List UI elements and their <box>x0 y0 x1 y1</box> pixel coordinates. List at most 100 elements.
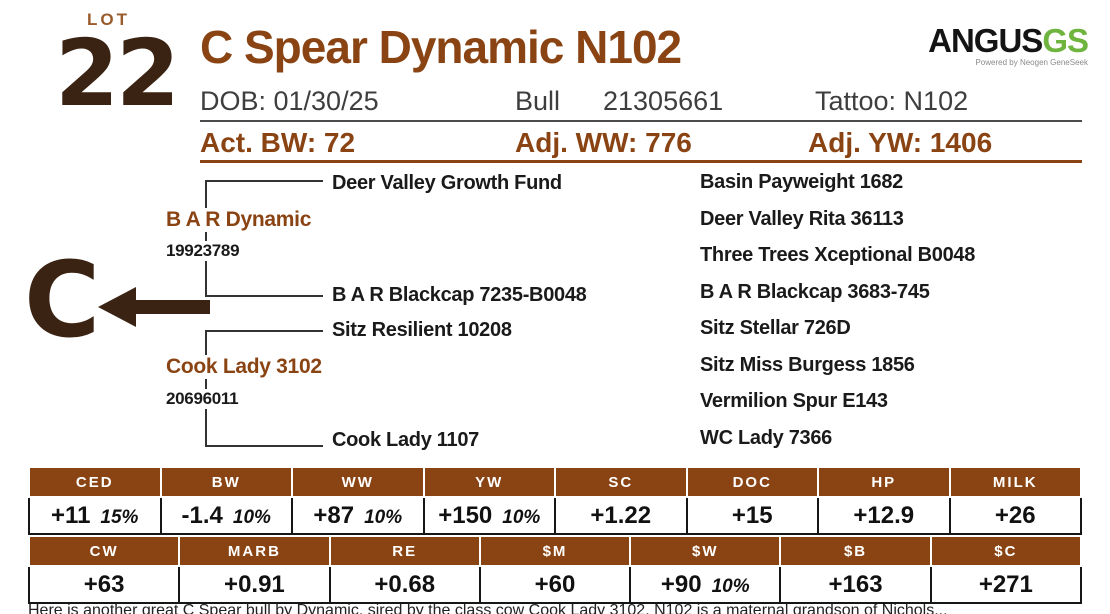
epd-value: +87 <box>313 501 355 529</box>
epd-header-row: CW MARB RE $M $W $B $C <box>27 535 1083 567</box>
epd-header-cell: $C <box>929 535 1083 567</box>
epd-value: +11 <box>51 501 91 529</box>
dam-bracket-vertical-line <box>205 330 207 447</box>
lot-label: LOT <box>87 10 130 29</box>
epd-value-cell: +87 10% <box>291 496 425 535</box>
dam-sire-name: Sitz Resilient 10208 <box>332 319 512 341</box>
epd-value: +90 <box>660 570 702 598</box>
dam-bracket-bottom-line <box>205 445 323 447</box>
sire-bracket-vertical-line <box>205 180 207 297</box>
epd-value: +0.91 <box>224 570 285 598</box>
adjusted-yw: Adj. YW: 1406 <box>808 127 993 158</box>
great-grandparent-name: WC Lady 7366 <box>700 426 833 449</box>
logo-tagline: Powered by Neogen GeneSeek <box>975 58 1088 67</box>
epd-header-cell: SC <box>554 466 688 498</box>
epd-value: -1.4 <box>181 501 223 529</box>
actual-bw: Act. BW: 72 <box>200 127 356 158</box>
epd-header-cell: MARB <box>178 535 331 567</box>
epd-value: +1.22 <box>590 501 652 529</box>
epd-table-row1: CED BW WW YW SC DOC HP MILK +11 15% -1.4 1… <box>28 466 1082 535</box>
epd-header-cell: CED <box>28 466 162 498</box>
epd-value: +12.9 <box>853 501 915 529</box>
sire-bracket-bottom-line <box>205 295 323 297</box>
sire-name: B A R Dynamic <box>166 208 318 232</box>
epd-percentile: 15% <box>100 506 139 528</box>
great-grandparent-name: Basin Payweight 1682 <box>700 171 903 193</box>
sire-sire-name: Deer Valley Growth Fund <box>332 172 562 194</box>
sire-dam-name: B A R Blackcap 7235-B0048 <box>332 284 587 306</box>
divider-brown <box>200 160 1082 163</box>
epd-value-cell: +0.68 <box>328 565 481 604</box>
epd-percentile: 10% <box>711 575 750 597</box>
epd-value-cell: +15 <box>685 496 819 535</box>
epd-value: +15 <box>731 501 773 529</box>
divider-gray <box>200 120 1082 122</box>
epd-value: +271 <box>978 570 1033 598</box>
logo-wordmark: ANGUSGS <box>928 22 1089 60</box>
epd-value: +163 <box>828 570 883 598</box>
epd-value-cell: +11 15% <box>28 496 162 535</box>
epd-header-cell: DOC <box>685 466 819 498</box>
lot-block: LOT 22 <box>55 10 180 127</box>
epd-table-row2: CW MARB RE $M $W $B $C +63 +0.91 +0.68 +… <box>27 535 1083 604</box>
adjusted-ww: Adj. WW: 776 <box>515 127 692 158</box>
dam-name: Cook Lady 3102 <box>166 355 328 379</box>
registration-number: 21305661 <box>603 86 724 116</box>
epd-header-cell: BW <box>159 466 293 498</box>
sex-value: Bull <box>515 86 561 116</box>
dam-bracket-top-line <box>205 330 323 332</box>
left-arrow-icon <box>98 287 210 332</box>
epd-header-cell: $B <box>779 535 932 567</box>
ranch-brand-letter: C <box>24 239 101 361</box>
great-grandparent-name: Three Trees Xceptional B0048 <box>700 244 976 266</box>
epd-header-cell: $M <box>478 535 632 567</box>
sire-registration: 19923789 <box>166 241 246 261</box>
great-grandparent-name: Deer Valley Rita 36113 <box>700 207 904 230</box>
epd-value-cell: +60 <box>478 565 632 604</box>
tattoo-value: Tattoo: N102 <box>815 86 969 116</box>
epd-header-cell: RE <box>328 535 481 567</box>
epd-value-cell: +0.91 <box>178 565 331 604</box>
epd-header-cell: $W <box>629 535 782 567</box>
great-grandparents-column: Basin Payweight 1682 Deer Valley Rita 36… <box>700 172 975 464</box>
great-grandparent-name: Sitz Miss Burgess 1856 <box>700 353 915 376</box>
epd-value: +0.68 <box>374 570 436 598</box>
epd-percentile: 10% <box>502 506 541 528</box>
epd-percentile: 10% <box>232 506 271 528</box>
epd-value-cell: +163 <box>779 565 932 604</box>
dob-value: DOB: 01/30/25 <box>200 86 379 116</box>
dam-dam-name: Cook Lady 1107 <box>332 429 479 451</box>
epd-value-cell: +63 <box>27 565 181 604</box>
epd-value: +63 <box>83 570 125 598</box>
epd-percentile: 10% <box>364 506 403 528</box>
logo-gs-text: GS <box>1042 22 1089 59</box>
epd-value-cell: +1.22 <box>554 496 688 535</box>
footnote-text: Here is another great C Spear bull by Dy… <box>28 602 948 614</box>
epd-value: +150 <box>438 501 493 529</box>
angus-gs-logo: ANGUSGS Powered by Neogen GeneSeek <box>928 22 1089 67</box>
epd-header-cell: HP <box>817 466 951 498</box>
epd-value-cell: +90 10% <box>629 565 782 604</box>
epd-value: +26 <box>994 501 1036 529</box>
epd-value-cell: +12.9 <box>817 496 951 535</box>
great-grandparent-name: B A R Blackcap 3683-745 <box>700 280 930 303</box>
epd-header-cell: CW <box>27 535 181 567</box>
dam-registration: 20696011 <box>166 389 245 409</box>
sire-bracket-top-line <box>205 180 323 182</box>
epd-header-cell: YW <box>422 466 556 498</box>
epd-value-row: +11 15% -1.4 10% +87 10% +150 10% +1.22 +15 … <box>28 496 1082 535</box>
epd-value-row: +63 +0.91 +0.68 +60 +90 10% +163 +271 <box>27 565 1083 604</box>
epd-value: +60 <box>534 570 576 598</box>
logo-angus-text: ANGUS <box>928 22 1043 59</box>
lot-number: 22 <box>55 20 180 127</box>
page-title: C Spear Dynamic N102 <box>200 21 682 73</box>
epd-header-row: CED BW WW YW SC DOC HP MILK <box>28 466 1082 498</box>
epd-value-cell: +150 10% <box>422 496 556 535</box>
great-grandparent-name: Sitz Stellar 726D <box>700 317 851 339</box>
great-grandparent-name: Vermilion Spur E143 <box>700 390 888 412</box>
epd-value-cell: +271 <box>929 565 1083 604</box>
epd-value-cell: -1.4 10% <box>159 496 293 535</box>
epd-header-cell: WW <box>291 466 425 498</box>
epd-header-cell: MILK <box>948 466 1082 498</box>
